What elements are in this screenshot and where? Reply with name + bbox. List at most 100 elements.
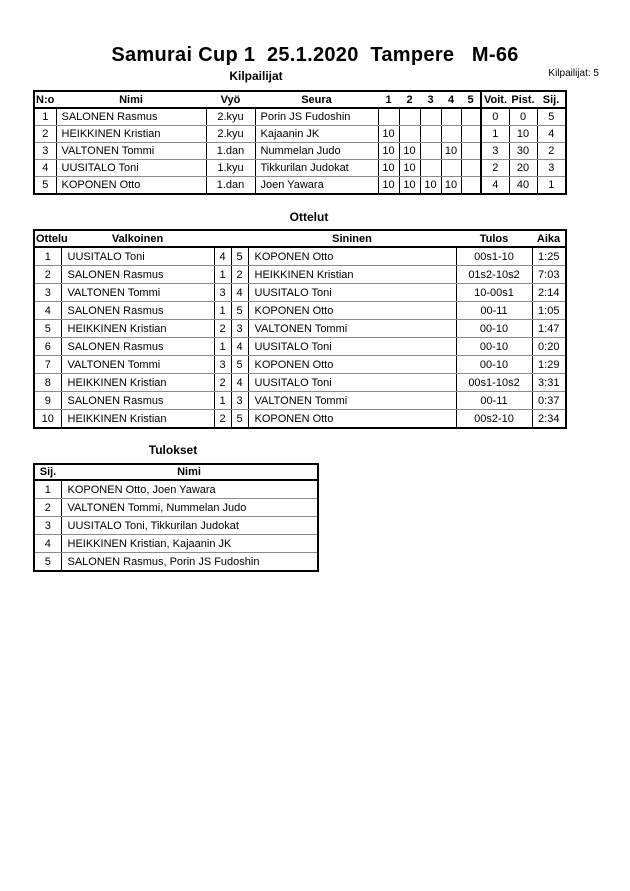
cell-game-4 [440,125,462,143]
cell-blue: KOPONEN Otto [247,409,457,429]
cell-time: 1:29 [531,355,567,374]
cell-time: 2:34 [531,409,567,429]
cell-blue: HEIKKINEN Kristian [247,265,457,284]
competitors-table: N:o Nimi Vyö Seura 1 2 3 4 5 Voit. Pist.… [33,90,567,195]
cell-points: 20 [508,159,538,177]
cell-white-no: 2 [213,409,232,429]
cell-blue: UUSITALO Toni [247,337,457,356]
cell-time: 7:03 [531,265,567,284]
competitor-row: 1 SALONEN Rasmus 2.kyu Porin JS Fudoshin… [33,107,567,126]
cell-game-1 [377,107,400,126]
cell-result-name: UUSITALO Toni, Tikkurilan Judokat [60,516,319,535]
cell-club: Porin JS Fudoshin [254,107,379,126]
cell-game-2: 10 [398,176,421,195]
cell-belt: 2.kyu [205,107,256,126]
cell-white: VALTONEN Tommi [60,283,215,302]
results-table: Sij. Nimi 1 KOPONEN Otto, Joen Yawara 2 … [33,463,319,572]
match-row: 8 HEIKKINEN Kristian 2 4 UUSITALO Toni 0… [33,373,567,392]
cell-game-4 [440,107,462,126]
cell-result: 00s1-10 [455,246,533,266]
cell-white: HEIKKINEN Kristian [60,373,215,392]
cell-blue-no: 5 [230,355,249,374]
cell-game-1: 10 [377,125,400,143]
cell-blue: KOPONEN Otto [247,246,457,266]
cell-white-no: 3 [213,355,232,374]
cell-blue-no: 3 [230,391,249,410]
cell-points: 0 [508,107,538,126]
match-row: 5 HEIKKINEN Kristian 2 3 VALTONEN Tommi … [33,319,567,338]
cell-game-3 [419,125,442,143]
cell-blue-no: 4 [230,373,249,392]
cell-no: 4 [33,159,57,177]
cell-result-place: 1 [33,479,62,499]
header-wins: Voit. [480,91,509,109]
header-result: Tulos [456,230,532,248]
match-row: 3 VALTONEN Tommi 3 4 UUSITALO Toni 10-00… [33,283,567,302]
cell-white: SALONEN Rasmus [60,391,215,410]
cell-game-4: 10 [440,142,462,160]
cell-game-2: 10 [398,142,421,160]
cell-match-no: 4 [33,301,62,320]
cell-game-1: 10 [377,159,400,177]
header-white-no [214,230,231,248]
result-row: 2 VALTONEN Tommi, Nummelan Judo [33,498,319,517]
cell-match-no: 2 [33,265,62,284]
cell-place: 3 [536,159,567,177]
cell-club: Joen Yawara [254,176,379,195]
cell-blue: VALTONEN Tommi [247,391,457,410]
cell-result-name: VALTONEN Tommi, Nummelan Judo [60,498,319,517]
cell-result: 00-10 [455,355,533,374]
header-points: Pist. [509,91,537,109]
cell-white-no: 1 [213,301,232,320]
cell-white: SALONEN Rasmus [60,265,215,284]
header-game-4: 4 [441,91,461,109]
cell-white-no: 1 [213,265,232,284]
cell-name: UUSITALO Toni [55,159,207,177]
cell-game-5 [460,107,482,126]
cell-time: 1:47 [531,319,567,338]
cell-blue-no: 5 [230,409,249,429]
cell-no: 5 [33,176,57,195]
cell-white: HEIKKINEN Kristian [60,319,215,338]
cell-match-no: 10 [33,409,62,429]
cell-time: 1:25 [531,246,567,266]
result-row: 1 KOPONEN Otto, Joen Yawara [33,479,319,499]
cell-white-no: 1 [213,391,232,410]
match-row: 2 SALONEN Rasmus 1 2 HEIKKINEN Kristian … [33,265,567,284]
results-heading: Tulokset [148,443,198,457]
header-result-place: Sij. [34,464,61,481]
cell-game-1: 10 [377,176,400,195]
cell-place: 5 [536,107,567,126]
cell-no: 3 [33,142,57,160]
competitor-row: 3 VALTONEN Tommi 1.dan Nummelan Judo 10 … [33,142,567,160]
header-game-2: 2 [399,91,420,109]
cell-blue-no: 3 [230,319,249,338]
cell-result-name: KOPONEN Otto, Joen Yawara [60,479,319,499]
match-row: 4 SALONEN Rasmus 1 5 KOPONEN Otto 00-11 … [33,301,567,320]
header-game-3: 3 [420,91,441,109]
cell-game-2: 10 [398,159,421,177]
cell-name: SALONEN Rasmus [55,107,207,126]
cell-wins: 1 [480,125,510,143]
match-row: 10 HEIKKINEN Kristian 2 5 KOPONEN Otto 0… [33,409,567,429]
cell-wins: 0 [480,107,510,126]
cell-white-no: 3 [213,283,232,302]
cell-result-place: 4 [33,534,62,553]
cell-result: 00-11 [455,391,533,410]
cell-club: Kajaanin JK [254,125,379,143]
cell-place: 1 [536,176,567,195]
match-row: 7 VALTONEN Tommi 3 5 KOPONEN Otto 00-10 … [33,355,567,374]
cell-match-no: 7 [33,355,62,374]
cell-result-place: 2 [33,498,62,517]
competitor-row: 4 UUSITALO Toni 1.kyu Tikkurilan Judokat… [33,159,567,177]
cell-game-3: 10 [419,176,442,195]
cell-place: 2 [536,142,567,160]
competitors-header-row: N:o Nimi Vyö Seura 1 2 3 4 5 Voit. Pist.… [34,91,566,109]
competitors-heading: Kilpailijat [229,69,283,83]
cell-game-5 [460,142,482,160]
header-result-name: Nimi [61,464,318,481]
cell-match-no: 9 [33,391,62,410]
match-row: 6 SALONEN Rasmus 1 4 UUSITALO Toni 00-10… [33,337,567,356]
matches-header-row: Ottelu Valkoinen Sininen Tulos Aika [34,230,566,248]
